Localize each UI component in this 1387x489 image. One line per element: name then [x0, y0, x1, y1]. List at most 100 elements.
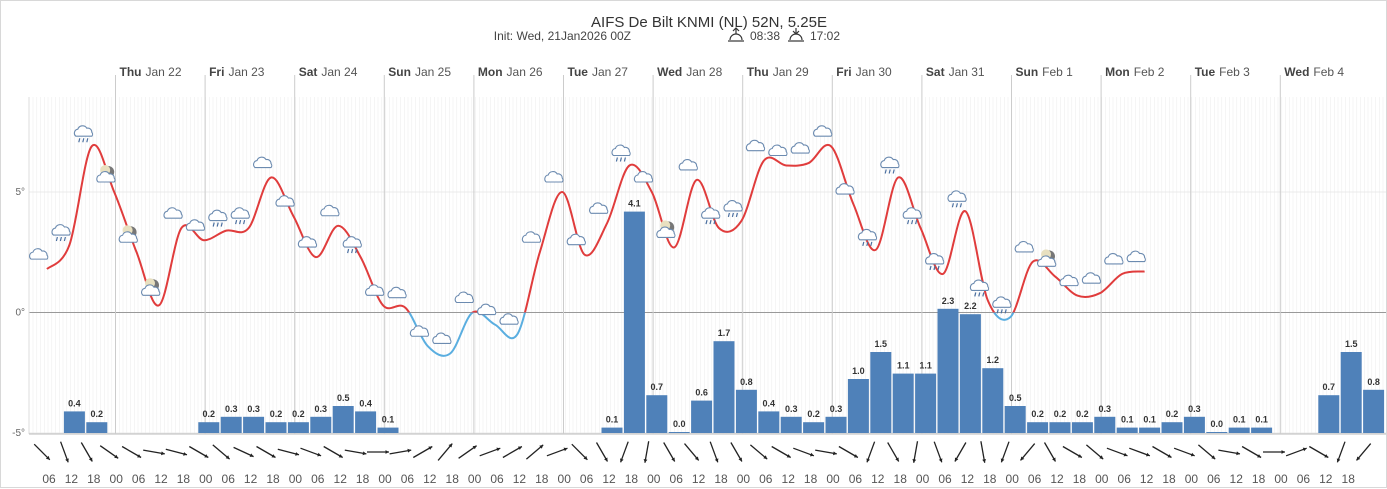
rain-icon	[52, 225, 70, 241]
hour-label: 12	[423, 472, 437, 486]
precip-value: 2.3	[942, 296, 955, 306]
day-date: Feb 3	[1219, 65, 1250, 79]
hour-label: 18	[625, 472, 639, 486]
wind-arrow	[981, 441, 986, 463]
precip-value: 0.0	[673, 419, 686, 429]
precip-value: 0.2	[292, 409, 305, 419]
hour-label: 12	[871, 472, 885, 486]
hour-label: 00	[199, 472, 213, 486]
precip-value: 0.2	[1031, 409, 1044, 419]
precip-value: 0.1	[1121, 415, 1134, 425]
wind-arrow	[100, 446, 118, 459]
wind-arrow	[934, 442, 942, 463]
cloud-icon	[814, 126, 832, 136]
precip-bar	[781, 417, 802, 433]
rain-icon	[948, 191, 966, 207]
precip-bar	[870, 352, 891, 433]
precip-bar	[1162, 422, 1183, 433]
day-date: Jan 30	[856, 65, 892, 79]
cloud-icon	[433, 333, 451, 343]
day-name: Mon	[1105, 65, 1130, 79]
cloud-icon	[836, 184, 854, 194]
precip-value: 0.3	[830, 404, 843, 414]
cloud-icon	[455, 292, 473, 302]
day-name: Tue	[568, 65, 589, 79]
moon-icon	[97, 165, 115, 182]
wind-arrow	[1045, 443, 1056, 462]
hour-label: 06	[1207, 472, 1221, 486]
precip-bar	[803, 422, 824, 433]
rain-icon	[612, 145, 630, 161]
day-name: Tue	[1195, 65, 1216, 79]
hour-label: 12	[1319, 472, 1333, 486]
hour-label: 00	[647, 472, 661, 486]
precip-bar	[915, 374, 936, 433]
precip-value: 0.2	[1054, 409, 1067, 419]
wind-arrow	[122, 447, 141, 458]
hour-label: 06	[1028, 472, 1042, 486]
precip-bar	[736, 390, 757, 433]
hour-label: 12	[334, 472, 348, 486]
wind-arrow	[597, 443, 608, 462]
wind-arrow	[526, 445, 543, 459]
precip-value: 0.2	[1166, 409, 1179, 419]
precip-value: 0.8	[1367, 377, 1380, 387]
precip-value: 0.0	[1211, 419, 1224, 429]
cloud-icon	[567, 234, 585, 244]
wind-arrow	[1063, 447, 1082, 458]
precip-bar	[355, 411, 376, 433]
rain-icon	[926, 254, 944, 270]
precip-value: 0.1	[1255, 415, 1268, 425]
wind-arrow	[1129, 448, 1150, 456]
wind-arrow	[438, 444, 452, 461]
wind-arrow	[503, 447, 522, 458]
sunrise-time: 08:38	[750, 29, 780, 43]
hour-label: 18	[87, 472, 101, 486]
precip-value: 1.7	[718, 328, 731, 338]
wind-arrow	[839, 447, 858, 458]
wind-arrow	[685, 444, 699, 461]
hour-label: 00	[468, 472, 482, 486]
day-date: Feb 1	[1042, 65, 1073, 79]
wind-arrow	[301, 448, 322, 456]
precip-bar	[1005, 406, 1026, 433]
precip-bar	[288, 422, 309, 433]
day-label: Sun Feb 1	[1016, 65, 1074, 79]
grid-lines	[29, 97, 1386, 434]
day-date: Feb 2	[1134, 65, 1165, 79]
day-date: Jan 23	[228, 65, 264, 79]
cloud-icon	[276, 196, 294, 206]
day-label: Tue Feb 3	[1195, 65, 1250, 79]
precip-value: 0.2	[1076, 409, 1089, 419]
hour-label: 18	[1342, 472, 1356, 486]
precip-value: 0.3	[785, 404, 798, 414]
wind-arrow	[572, 444, 588, 460]
precip-value: 1.5	[875, 339, 888, 349]
cloud-icon	[30, 249, 48, 259]
hour-label: 18	[446, 472, 460, 486]
hour-label: 12	[65, 472, 79, 486]
precip-bar	[1139, 428, 1160, 433]
precip-value: 0.3	[1099, 404, 1112, 414]
wind-arrow	[955, 443, 966, 462]
precip-value: 1.2	[987, 355, 1000, 365]
wind-arrow	[143, 450, 165, 455]
wind-arrow	[1263, 450, 1285, 454]
meteogram-chart: AIFS De Bilt KNMI (NL) 52N, 5.25E Init: …	[1, 1, 1387, 489]
precip-value: 0.2	[203, 409, 216, 419]
day-date: Jan 31	[949, 65, 985, 79]
precip-value: 0.1	[382, 415, 395, 425]
hour-tick-labels: 06 12 18 00 06 12 18 00 06 12 18 00 06 12 18 00 06 12 18 00…	[42, 472, 1355, 486]
wind-arrow	[888, 443, 899, 462]
precip-bar	[893, 374, 914, 433]
day-label: Sat Jan 31	[926, 65, 985, 79]
wind-arrow	[413, 447, 432, 458]
cloud-icon	[545, 172, 563, 182]
hour-label: 12	[1050, 472, 1064, 486]
hour-label: 12	[1230, 472, 1244, 486]
precip-value: 0.6	[695, 388, 708, 398]
wind-arrow	[166, 449, 187, 456]
hour-label: 12	[154, 472, 168, 486]
day-label: Fri Jan 30	[836, 65, 892, 79]
precip-bar	[646, 395, 667, 433]
